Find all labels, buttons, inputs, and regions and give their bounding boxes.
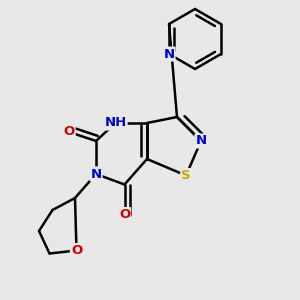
Text: O: O [63, 125, 75, 139]
Text: S: S [181, 169, 191, 182]
Text: NH: NH [104, 116, 127, 130]
Text: O: O [71, 244, 82, 257]
Text: O: O [119, 208, 130, 221]
Text: N: N [164, 47, 175, 61]
Text: N: N [90, 167, 102, 181]
Text: N: N [195, 134, 207, 148]
